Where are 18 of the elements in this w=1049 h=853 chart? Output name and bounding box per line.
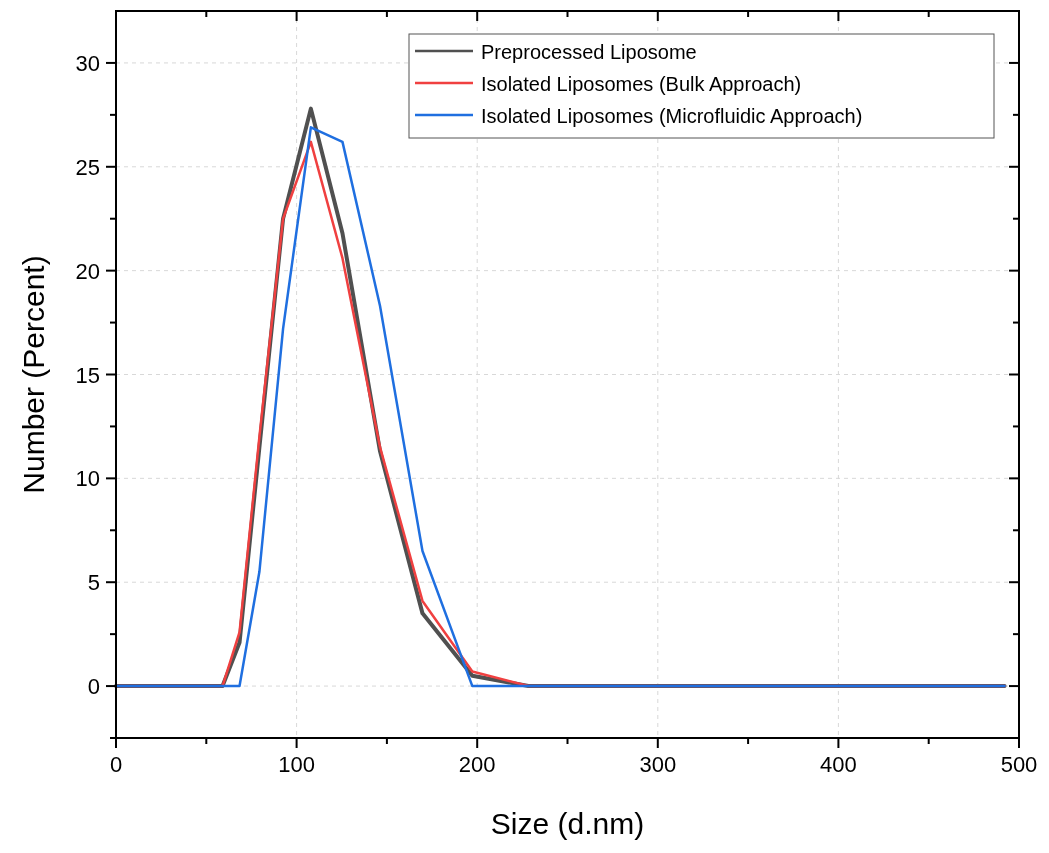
y-tick-label: 30 [75,50,100,76]
x-axis-title: Size (d.nm) [490,807,645,840]
legend-label: Isolated Liposomes (Microfluidic Approach) [481,105,863,127]
x-tick-label: 500 [1000,752,1038,777]
y-tick-label: 0 [87,674,100,700]
x-tick-label: 100 [278,752,315,777]
y-tick-label: 10 [75,466,100,492]
legend-label: Isolated Liposomes (Bulk Approach) [481,73,802,95]
y-tick-label: 5 [87,570,100,596]
y-tick-label: 20 [75,258,100,284]
x-tick-label: 400 [820,752,857,777]
x-tick-label: 300 [639,752,677,777]
x-tick-label: 0 [109,752,123,777]
y-axis-title: Number (Percent) [17,255,50,494]
y-tick-label: 15 [75,362,100,388]
y-tick-label: 25 [75,154,100,180]
legend-label: Preprocessed Liposome [481,41,697,63]
x-tick-label: 200 [458,752,496,777]
